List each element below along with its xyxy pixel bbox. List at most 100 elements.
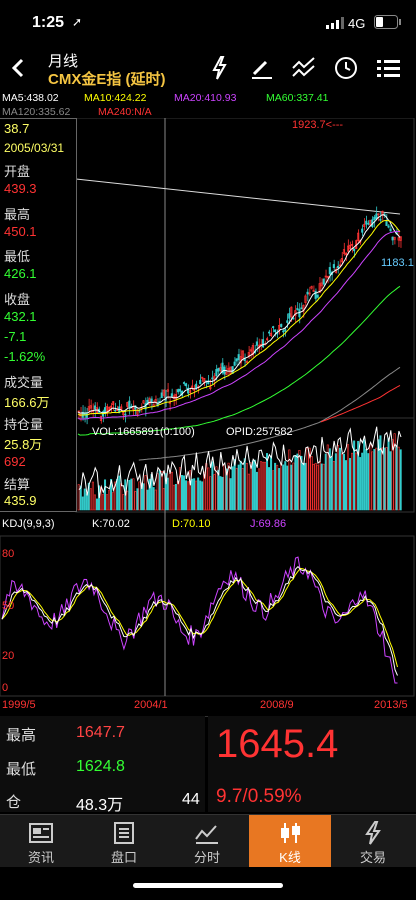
last-marker-label: 1183.1 xyxy=(381,257,414,269)
candle-body xyxy=(235,358,238,362)
signal-icon xyxy=(326,16,344,34)
kdj-panel-frame xyxy=(0,535,415,697)
volume-bar xyxy=(130,478,133,511)
quote-low-label: 最低 xyxy=(6,761,37,778)
indicator-button[interactable] xyxy=(290,54,318,82)
draw-button[interactable] xyxy=(248,54,276,82)
candle-body xyxy=(316,294,319,298)
candle-body xyxy=(284,329,287,332)
volume-bar xyxy=(189,470,192,511)
volume-label: 成交量 xyxy=(4,375,44,390)
volume-bar xyxy=(146,489,149,511)
quote-low-value: 1624.8 xyxy=(76,758,125,775)
candle-body xyxy=(124,413,127,416)
volume-bar xyxy=(239,460,242,511)
volume-bar xyxy=(266,453,269,511)
change-pct-value: -1.62% xyxy=(4,349,46,364)
close-label: 收盘 xyxy=(4,292,31,307)
volume-bar xyxy=(156,473,159,511)
tab-kline[interactable]: K线 xyxy=(249,815,331,867)
volume-bar xyxy=(83,488,86,511)
flash-button[interactable] xyxy=(206,54,234,82)
candle-body xyxy=(389,228,392,232)
candle-body xyxy=(336,265,339,269)
candle-body xyxy=(342,249,346,254)
close-value: 432.1 xyxy=(4,309,37,324)
candle-body xyxy=(349,244,352,250)
candle-body xyxy=(112,401,115,406)
bottom-tab-bar: 资讯 盘口 分时 K线 交易 xyxy=(0,814,416,867)
volume-bar xyxy=(193,478,196,511)
opid-indicator-label: OPID:257582 xyxy=(226,426,293,438)
volume-bar xyxy=(263,461,267,511)
volume-bar xyxy=(318,461,321,511)
volume-bar xyxy=(363,439,366,511)
candle-body xyxy=(217,368,220,372)
candle-body xyxy=(397,237,400,241)
candle-body xyxy=(239,356,242,364)
volume-bar xyxy=(357,440,360,511)
candle-body xyxy=(270,332,273,336)
candle-body xyxy=(241,350,244,359)
volume-bar xyxy=(241,468,244,511)
volume-bar xyxy=(77,484,80,511)
volume-bar xyxy=(375,447,378,511)
volume-bar xyxy=(377,439,380,511)
history-button[interactable] xyxy=(332,54,360,82)
candle-body xyxy=(340,258,344,263)
volume-bar xyxy=(245,462,248,511)
candle-body xyxy=(292,317,295,320)
candle-body xyxy=(148,398,151,405)
volume-bar xyxy=(328,448,331,511)
menu-button[interactable] xyxy=(374,54,402,82)
tab-timeshare[interactable]: 分时 xyxy=(166,815,248,867)
candle-body xyxy=(363,223,366,227)
header: 月线 CMX金E指 (延时) xyxy=(0,46,416,90)
candle-body xyxy=(359,239,362,243)
volume-bar xyxy=(316,464,319,511)
volume-bar xyxy=(280,464,283,511)
ma10-line xyxy=(77,219,401,416)
ma60-line xyxy=(77,285,401,436)
volume-bar xyxy=(233,459,236,511)
tab-orderbook[interactable]: 盘口 xyxy=(83,815,165,867)
tab-orderbook-label: 盘口 xyxy=(110,850,137,865)
candle-body xyxy=(282,330,285,333)
kdj-title: KDJ(9,9,3) xyxy=(2,518,55,530)
volume-bar xyxy=(183,475,186,511)
candle-body xyxy=(353,248,356,252)
candle-body xyxy=(146,399,149,405)
volume-bar xyxy=(191,478,194,511)
volume-bar xyxy=(385,447,388,511)
tab-news[interactable]: 资讯 xyxy=(0,815,82,867)
period-title: 月线 xyxy=(48,53,79,70)
status-time: 1:25 xyxy=(32,14,65,31)
volume-bar xyxy=(292,462,295,511)
volume-bar xyxy=(174,483,177,511)
candle-body xyxy=(245,361,248,363)
volume-bar xyxy=(195,480,198,511)
candle-body xyxy=(385,221,388,226)
volume-bar xyxy=(136,488,139,511)
kdj-d-line xyxy=(1,567,398,668)
timeshare-icon xyxy=(195,825,218,844)
volume-bar xyxy=(336,445,339,511)
volume-bar xyxy=(306,447,309,511)
volume-bar xyxy=(342,453,345,511)
volume-bar xyxy=(255,471,258,511)
candle-body xyxy=(168,401,171,404)
volume-bar xyxy=(144,475,147,511)
candle-body xyxy=(304,295,307,303)
candle-body xyxy=(361,228,364,233)
back-button[interactable] xyxy=(8,54,32,82)
volume-bar xyxy=(349,458,352,511)
crosshair-horizontal xyxy=(75,178,401,215)
volume-bar xyxy=(172,484,175,511)
ma240-label: MA240:N/A xyxy=(98,106,152,118)
kline-chart[interactable] xyxy=(0,118,416,718)
volume-bar xyxy=(199,480,202,511)
tab-trade[interactable]: 交易 xyxy=(332,815,414,867)
open-interest-line xyxy=(78,426,402,499)
volume-bar xyxy=(247,473,250,511)
volume-bar xyxy=(249,462,252,511)
